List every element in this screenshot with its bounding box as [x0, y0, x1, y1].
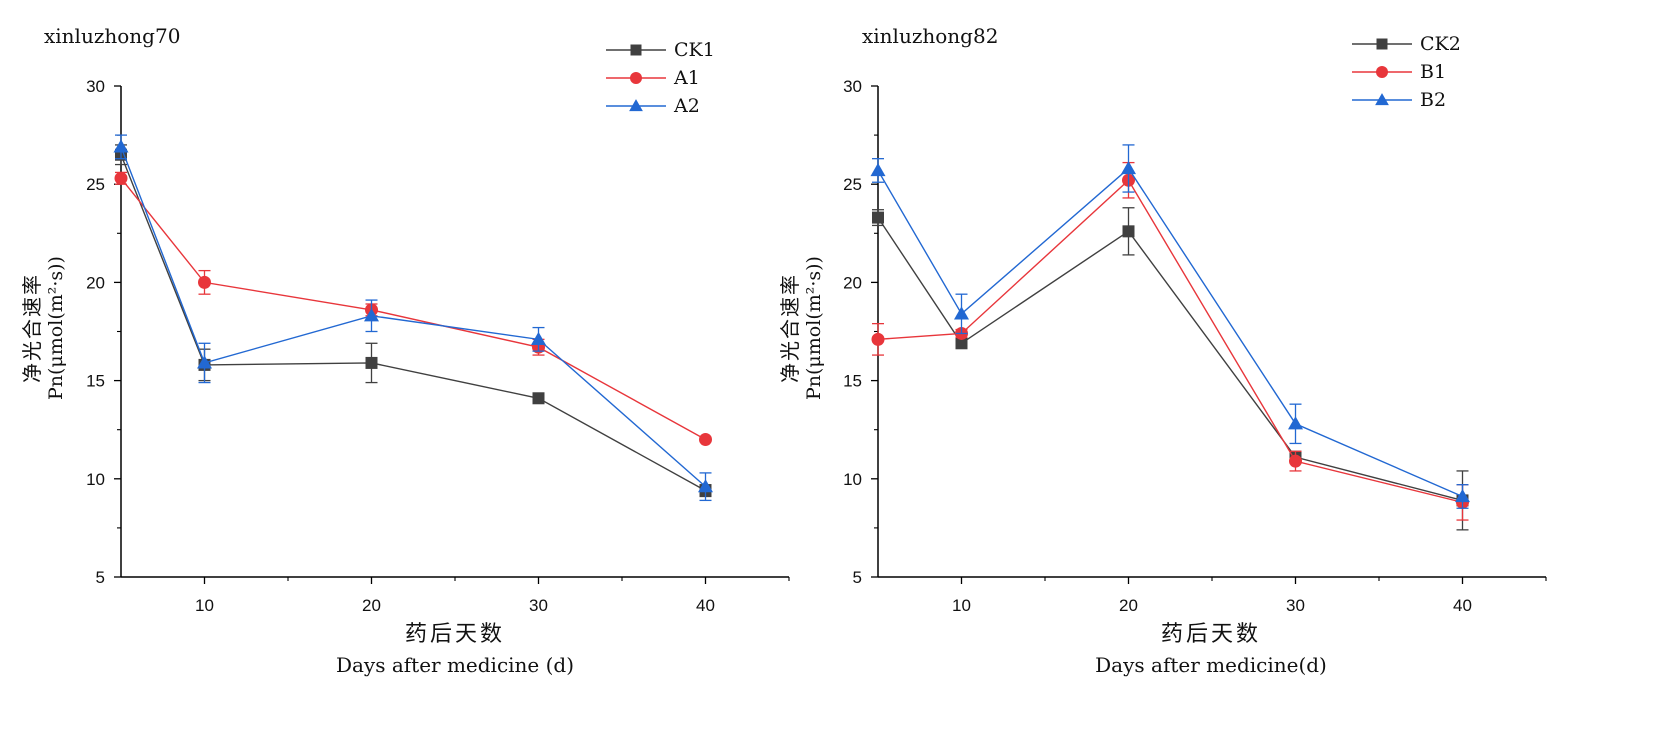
- legend-swatch: [1350, 58, 1414, 86]
- x-axis-label-en: Days after medicine(d): [1095, 653, 1327, 677]
- legend-item: B2: [1350, 86, 1461, 114]
- legend-item: A1: [604, 64, 715, 92]
- y-tick-label: 25: [843, 175, 862, 194]
- data-point: [699, 433, 712, 447]
- legend-item: A2: [604, 92, 715, 120]
- legend-label: A1: [674, 67, 700, 89]
- legend-marker: [1376, 38, 1388, 50]
- x-axis-label-en: Days after medicine (d): [335, 653, 575, 677]
- data-point: [531, 331, 546, 345]
- legend-swatch: [1350, 86, 1414, 114]
- data-point: [698, 479, 713, 493]
- legend-marker: [630, 72, 642, 84]
- x-tick-label: 10: [952, 596, 971, 615]
- x-axis-label: 药后天数 Days after medicine (d): [255, 620, 655, 680]
- y-tick-label: 10: [86, 470, 105, 489]
- y-tick-label: 20: [86, 273, 105, 292]
- x-tick-label: 30: [1286, 596, 1305, 615]
- legend-marker: [1375, 93, 1389, 106]
- x-tick-label: 40: [696, 596, 715, 615]
- y-tick-label: 15: [843, 372, 862, 391]
- data-point: [197, 355, 212, 369]
- data-point: [1288, 416, 1303, 430]
- y-tick-label: 15: [86, 372, 105, 391]
- legend-swatch: [604, 92, 668, 120]
- legend-label: A2: [674, 95, 700, 117]
- chart-panel-left: xinluzhong70 净光合速率 Pn(μmol(m²·s)) 药后天数 D…: [20, 24, 790, 680]
- legend-swatch-graphic: [606, 99, 666, 112]
- x-axis-label-cn: 药后天数: [1160, 622, 1261, 647]
- legend-swatch-graphic: [1352, 66, 1412, 78]
- data-point: [113, 139, 129, 153]
- legend-swatch-graphic: [606, 44, 666, 56]
- legend-label: B2: [1420, 89, 1447, 111]
- y-tick-label: 25: [86, 175, 105, 194]
- data-point: [870, 162, 886, 177]
- y-tick-label: 5: [853, 568, 862, 587]
- legend-label: CK2: [1420, 33, 1461, 55]
- y-tick-label: 30: [86, 77, 105, 96]
- x-tick-label: 20: [1119, 596, 1138, 615]
- legend-swatch-graphic: [1352, 93, 1412, 106]
- data-point: [955, 337, 968, 350]
- y-tick-label: 30: [843, 77, 862, 96]
- plot-area: 5 10 15 20 25 30 10 20 30 40: [86, 77, 790, 615]
- data-point: [365, 356, 378, 369]
- legend-swatch-graphic: [606, 72, 666, 84]
- legend-swatch-graphic: [1352, 38, 1412, 50]
- legend-item: B1: [1350, 58, 1461, 86]
- legend-marker: [629, 99, 643, 112]
- legend-label: CK1: [674, 39, 715, 61]
- y-tick-label: 5: [96, 568, 105, 587]
- x-axis-label-cn: 药后天数: [404, 622, 505, 647]
- chart-title: xinluzhong70: [44, 24, 181, 48]
- y-tick-label: 10: [843, 470, 862, 489]
- legend: CK1 A1 A2: [604, 36, 715, 120]
- data-point: [1455, 488, 1470, 503]
- legend-item: CK1: [604, 36, 715, 64]
- data-point: [954, 306, 969, 320]
- series-a2: [113, 134, 713, 502]
- data-point: [871, 332, 885, 346]
- x-tick-label: 20: [362, 596, 381, 615]
- legend-marker: [630, 44, 642, 56]
- legend-item: CK2: [1350, 30, 1461, 58]
- legend-swatch: [1350, 30, 1414, 58]
- series-b2: [870, 144, 1470, 509]
- data-point: [872, 211, 884, 224]
- x-axis-label: 药后天数 Days after medicine(d): [1011, 620, 1411, 680]
- legend: CK2 B1 B2: [1350, 30, 1461, 114]
- legend-swatch: [604, 64, 668, 92]
- y-tick-label: 20: [843, 273, 862, 292]
- data-point: [364, 308, 379, 322]
- x-tick-label: 10: [195, 596, 214, 615]
- legend-label: B1: [1420, 61, 1447, 83]
- x-tick-label: 40: [1453, 596, 1472, 615]
- x-tick-label: 30: [529, 596, 548, 615]
- legend-marker: [1376, 66, 1388, 78]
- data-point: [532, 392, 545, 405]
- data-point: [114, 171, 128, 185]
- data-point: [1122, 225, 1135, 238]
- data-point: [1121, 160, 1136, 175]
- data-point: [1289, 454, 1302, 468]
- chart-title: xinluzhong82: [862, 24, 999, 48]
- legend-swatch: [604, 36, 668, 64]
- data-point: [198, 275, 211, 289]
